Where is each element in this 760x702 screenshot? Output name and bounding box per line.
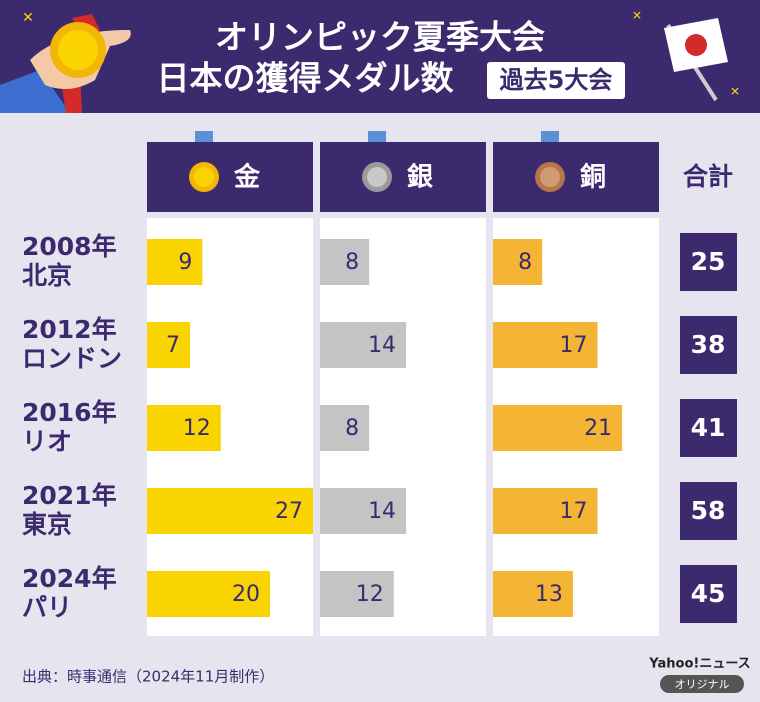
bar <box>320 239 370 285</box>
value-label: 14 <box>368 333 396 358</box>
legend-label: 銅 <box>580 162 606 193</box>
row-label: ロンドン <box>22 344 122 373</box>
legend-label: 金 <box>233 162 261 193</box>
value-label: 12 <box>356 582 384 607</box>
legend-label: 銀 <box>407 163 433 193</box>
svg-text:✕: ✕ <box>632 9 642 23</box>
source: 出典：時事通信（2024年11月制作） <box>22 668 274 686</box>
row-label: 2016年 <box>22 398 117 427</box>
row-label: 2012年 <box>22 315 117 344</box>
value-label: 17 <box>560 333 588 358</box>
japan-flag <box>664 18 728 102</box>
row-label: パリ <box>22 593 72 622</box>
brand: Yahoo!ニュース <box>648 657 750 672</box>
bar <box>320 571 394 617</box>
value-label: 8 <box>345 250 359 275</box>
bar <box>147 488 313 534</box>
badge: 過去5大会 <box>500 66 613 94</box>
value-label: 12 <box>183 416 211 441</box>
title-line: 日本の獲得メダル数 <box>157 59 455 98</box>
total-box <box>680 233 737 291</box>
value-label: 8 <box>345 416 359 441</box>
bar <box>320 488 407 534</box>
medal-icon <box>194 167 214 187</box>
total-value: 58 <box>691 496 726 525</box>
value-label: 20 <box>232 582 260 607</box>
row-label: 2024年 <box>22 564 117 593</box>
bar <box>147 571 270 617</box>
row-label: リオ <box>22 427 72 456</box>
value-label: 27 <box>275 499 303 524</box>
medal-icon <box>367 167 387 187</box>
header-band <box>0 0 760 113</box>
bar <box>147 322 191 368</box>
total-value: 41 <box>691 413 726 442</box>
column-header <box>493 142 659 212</box>
total-box <box>680 482 737 540</box>
value-label: 17 <box>560 499 588 524</box>
value-label: 13 <box>535 582 563 607</box>
column-header <box>147 142 313 212</box>
badge-box <box>487 62 625 99</box>
value-label: 21 <box>584 416 612 441</box>
column-header <box>320 142 486 212</box>
medal-icon <box>540 167 560 187</box>
bar <box>147 405 221 451</box>
total-box <box>680 316 737 374</box>
row-label: 北京 <box>22 261 72 290</box>
bar <box>493 571 573 617</box>
value-label: 8 <box>518 250 532 275</box>
bar <box>320 405 370 451</box>
bar <box>493 322 598 368</box>
value-label: 14 <box>368 499 396 524</box>
value-label: 9 <box>178 250 192 275</box>
total-value: 25 <box>691 247 726 276</box>
bar <box>493 239 543 285</box>
value-label: 7 <box>166 333 180 358</box>
total-box <box>680 399 737 457</box>
row-label: 東京 <box>22 510 72 539</box>
total-value: 45 <box>691 579 726 608</box>
row-label: 2008年 <box>22 232 117 261</box>
svg-text:✕: ✕ <box>730 85 740 99</box>
title-line: オリンピック夏季大会 <box>215 18 545 57</box>
bar <box>320 322 407 368</box>
brand-tag: オリジナル <box>675 678 730 691</box>
total-value: 38 <box>691 330 726 359</box>
brand-tag-box <box>660 675 744 693</box>
svg-text:✕: ✕ <box>22 10 34 26</box>
medal-illustration: ✕ ✕ ✕ <box>0 9 740 113</box>
bar <box>493 405 623 451</box>
total-header: 合計 <box>683 162 733 191</box>
bar <box>147 239 203 285</box>
row-label: 2021年 <box>22 481 117 510</box>
bar <box>493 488 598 534</box>
total-box <box>680 565 737 623</box>
